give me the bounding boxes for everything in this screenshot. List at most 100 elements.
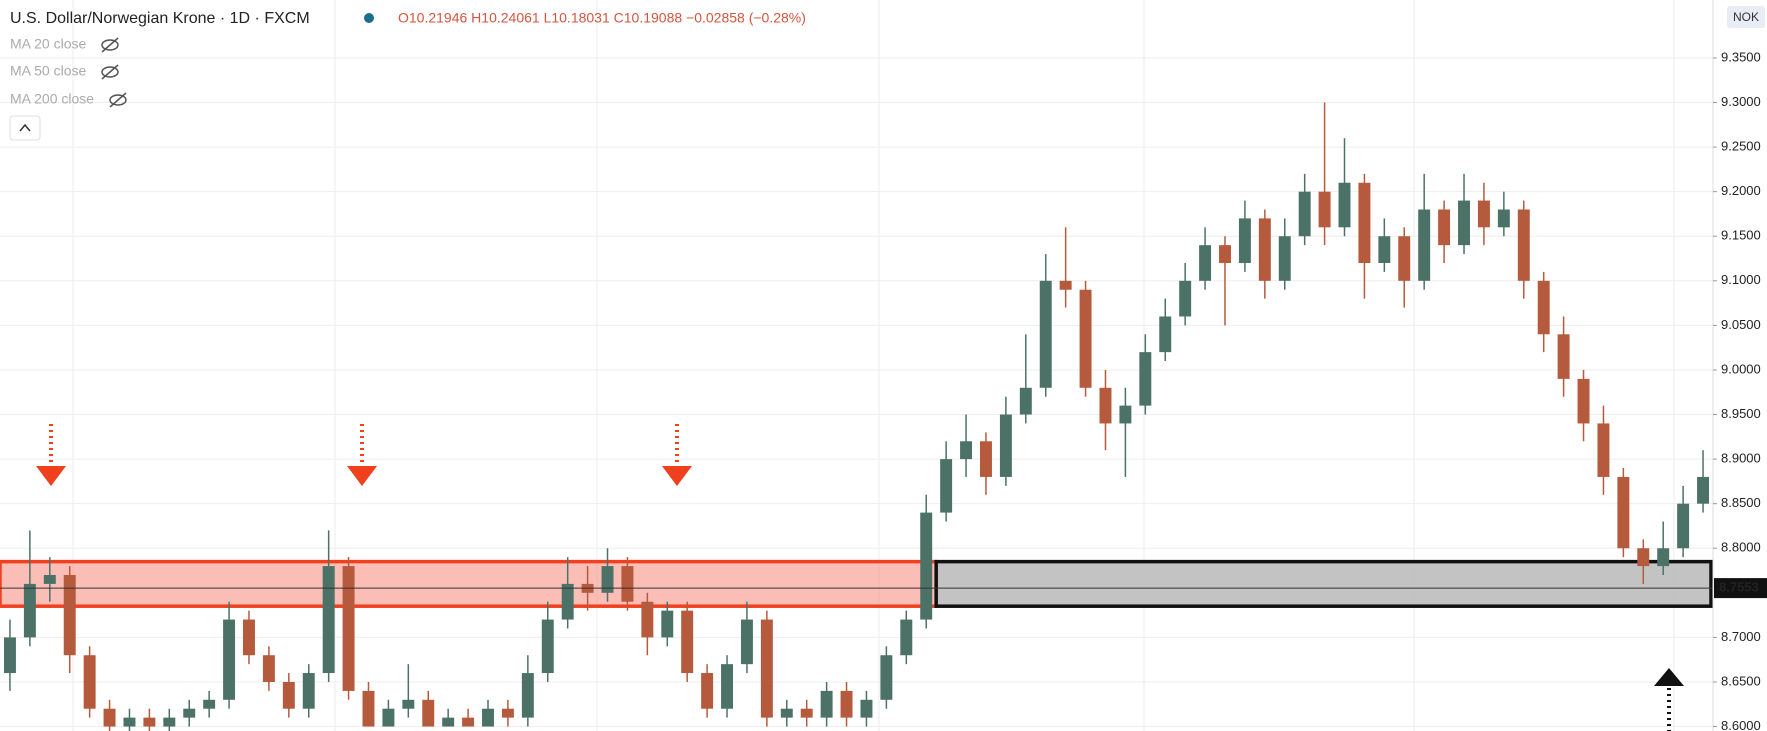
candle-body xyxy=(541,619,554,674)
candle-body xyxy=(900,619,913,656)
y-tick-label: 9.2500 xyxy=(1721,139,1761,154)
candle-body xyxy=(979,441,992,477)
y-tick-label: 9.0500 xyxy=(1721,317,1761,332)
candle-body xyxy=(501,708,514,718)
candle-body xyxy=(1278,236,1291,281)
eye-icon[interactable] xyxy=(101,66,119,78)
eye-icons[interactable] xyxy=(101,37,127,108)
candle-body xyxy=(1677,503,1690,549)
candle-body xyxy=(342,566,355,691)
candle-body xyxy=(1477,200,1490,228)
candle-body xyxy=(561,583,574,620)
status-dot xyxy=(364,13,374,23)
candle-body xyxy=(940,459,953,513)
currency: NOK xyxy=(1733,10,1759,24)
candle-body xyxy=(1119,405,1132,424)
candle-body xyxy=(621,566,634,602)
plot xyxy=(0,102,1713,731)
candle-body xyxy=(880,655,893,700)
candle-body xyxy=(1179,280,1192,317)
arrow-head xyxy=(1654,668,1684,686)
candle-body xyxy=(780,708,793,718)
candle-body xyxy=(442,717,455,727)
candle-body xyxy=(1199,245,1212,281)
price-axis: 8.6000 8.6500 8.7000 8.8000 8.8500 8.9000 8.95… xyxy=(1713,49,1767,731)
candle-body xyxy=(1637,548,1650,567)
y-tick-label: 9.0000 xyxy=(1721,361,1761,376)
eye-icon[interactable] xyxy=(101,39,119,51)
candle-body xyxy=(422,699,435,727)
candle-body xyxy=(1697,476,1710,504)
candle-body xyxy=(820,690,833,718)
y-tick-label: 8.9000 xyxy=(1721,451,1761,466)
last-price-label: 8.7553 xyxy=(1719,580,1759,595)
y-tick-label: 8.7000 xyxy=(1721,629,1761,644)
candle-body xyxy=(282,681,295,709)
arrow-head xyxy=(662,466,692,486)
candle-body xyxy=(1219,245,1231,263)
eye-icon[interactable] xyxy=(109,94,127,106)
candle-body xyxy=(641,601,654,638)
candle-body xyxy=(262,655,275,682)
candle-body xyxy=(840,690,853,718)
candle-body xyxy=(1139,352,1152,406)
candle-body xyxy=(1577,378,1590,424)
candle-body xyxy=(163,717,176,727)
ohlc-header: O10.21946 H10.24061 L10.18031 C10.19088 … xyxy=(398,10,806,26)
arrow-head xyxy=(347,466,377,486)
candle-body xyxy=(681,610,694,674)
candle-body xyxy=(183,708,196,718)
candle-body xyxy=(1418,209,1431,281)
candle-body xyxy=(1238,218,1251,263)
candle-body xyxy=(999,414,1012,477)
candle-body xyxy=(63,574,76,656)
y-tick-label: 8.6000 xyxy=(1721,718,1761,731)
candle-body xyxy=(1438,209,1451,246)
candle-body xyxy=(740,619,753,665)
price-axis-bg xyxy=(1713,0,1767,731)
candle-body xyxy=(760,619,773,718)
candle-body xyxy=(1079,289,1092,388)
candle-body xyxy=(521,673,534,718)
candle-body xyxy=(1298,191,1311,237)
candle-body xyxy=(402,699,415,709)
arrow-down xyxy=(36,424,66,486)
candle-body xyxy=(1059,280,1072,290)
candle-body xyxy=(103,708,116,727)
candle-body xyxy=(1019,387,1032,415)
collapse-button[interactable] xyxy=(9,115,41,141)
candle-body xyxy=(920,512,933,620)
candle-body xyxy=(601,566,614,593)
candle-body xyxy=(382,708,395,727)
eye-slash xyxy=(101,64,119,80)
indicator-label[interactable]: MA 20 close xyxy=(10,36,86,52)
candle-body xyxy=(1458,200,1470,246)
eye-slash xyxy=(101,37,119,53)
candle-body xyxy=(302,673,315,709)
candle-body xyxy=(1258,218,1271,281)
y-tick-label: 9.1000 xyxy=(1721,272,1761,287)
zone xyxy=(934,559,1713,608)
candle-body xyxy=(203,699,216,709)
candle-body xyxy=(1517,209,1530,281)
y-tick-label: 9.3000 xyxy=(1721,94,1761,109)
arrow-down xyxy=(347,424,377,486)
candle-body xyxy=(362,690,375,727)
collapse-icon[interactable] xyxy=(19,123,31,132)
candle-body xyxy=(1497,209,1510,228)
indicator-label[interactable]: MA 50 close xyxy=(10,63,86,79)
candle-body xyxy=(860,699,873,718)
candle-body xyxy=(800,708,813,718)
y-tick-label: 8.9500 xyxy=(1721,406,1761,421)
candle-body xyxy=(701,673,714,709)
y-tick-label: 8.8500 xyxy=(1721,495,1761,510)
candle-body xyxy=(1537,280,1550,335)
arrow-head xyxy=(36,466,66,486)
candle-body xyxy=(223,619,236,700)
candle-body xyxy=(322,566,335,674)
candle-body xyxy=(1318,191,1331,228)
indicator-label[interactable]: MA 200 close xyxy=(10,91,94,107)
currency-badge xyxy=(1727,6,1765,28)
y-tick-label: 9.2000 xyxy=(1721,183,1761,198)
y-tick-label: 8.6500 xyxy=(1721,673,1761,688)
